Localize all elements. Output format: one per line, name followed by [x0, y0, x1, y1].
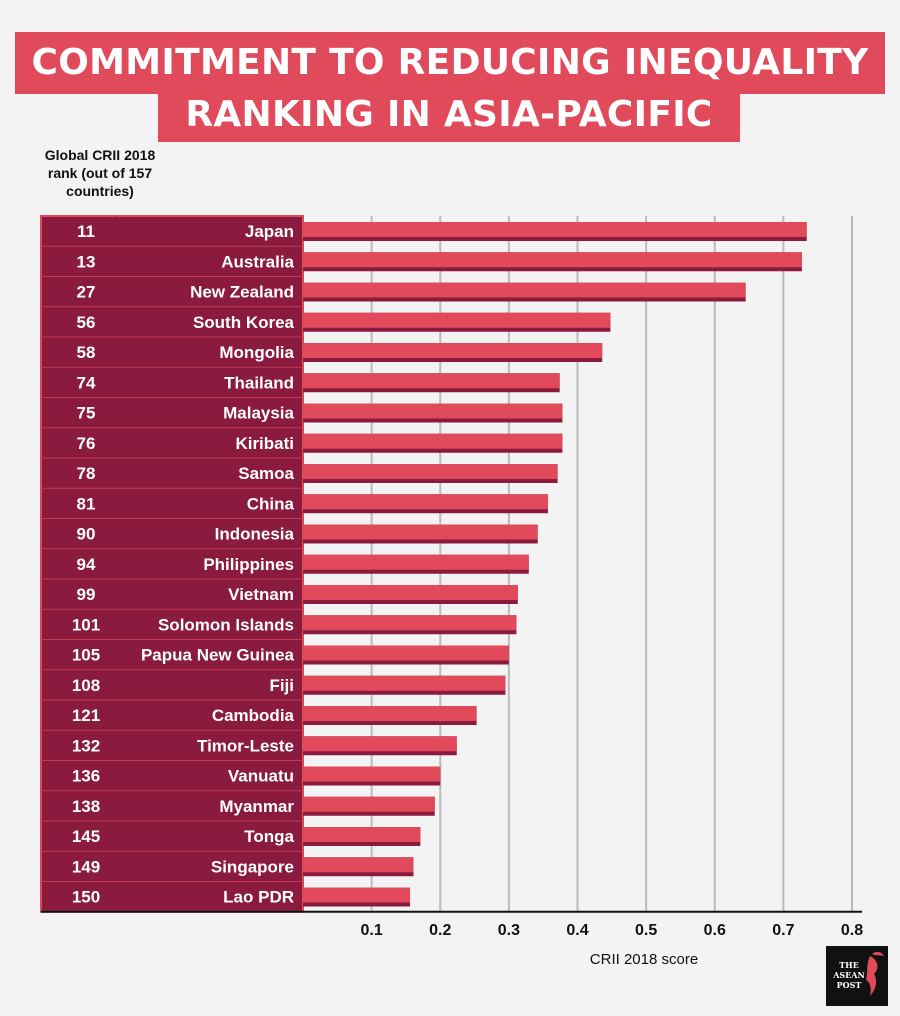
country-label: Mongolia: [219, 343, 294, 362]
rank-label: 11: [77, 222, 95, 241]
rank-label: 76: [77, 434, 96, 453]
rank-label: 108: [72, 676, 100, 695]
bar: [303, 222, 807, 237]
country-label: Thailand: [224, 373, 294, 392]
country-label: Philippines: [203, 555, 294, 574]
country-label: Myanmar: [219, 797, 294, 816]
x-tick-label: 0.8: [841, 922, 863, 939]
country-label: Lao PDR: [223, 888, 294, 907]
x-tick-label: 0.1: [361, 922, 383, 939]
bar: [303, 585, 518, 600]
rank-label: 99: [77, 585, 96, 604]
x-axis-label: CRII 2018 score: [590, 951, 698, 968]
bar: [303, 373, 560, 389]
bar: [303, 403, 563, 419]
bar: [303, 796, 435, 812]
country-label: Cambodia: [212, 706, 295, 725]
country-label: Solomon Islands: [158, 615, 294, 634]
country-label: Kiribati: [235, 434, 294, 453]
country-label: Malaysia: [223, 404, 294, 423]
x-tick-label: 0.5: [635, 922, 657, 939]
country-label: Papua New Guinea: [141, 646, 295, 665]
bar: [303, 433, 563, 449]
country-label: New Zealand: [190, 283, 294, 302]
rank-label: 132: [72, 736, 100, 755]
rank-label: 13: [77, 252, 96, 271]
rank-label: 150: [72, 888, 100, 907]
bar: [303, 645, 509, 661]
bar: [303, 312, 611, 328]
rank-label: 90: [77, 525, 96, 544]
rank-label: 75: [77, 404, 96, 423]
rank-label: 78: [77, 464, 96, 483]
chart-title-line-1: COMMITMENT TO REDUCING INEQUALITY: [15, 32, 885, 94]
rank-label: 105: [72, 646, 100, 665]
rank-label: 74: [77, 373, 96, 392]
x-tick-label: 0.4: [566, 922, 588, 939]
bar: [303, 766, 441, 782]
bar: [303, 736, 457, 752]
bar: [303, 282, 746, 298]
rank-label: 81: [77, 494, 96, 513]
country-label: Fiji: [269, 676, 294, 695]
bar: [303, 494, 548, 510]
chart-title-line-2: RANKING IN ASIA-PACIFIC: [158, 90, 740, 142]
country-label: Samoa: [238, 464, 294, 483]
bar: [303, 252, 802, 268]
country-label: Tonga: [244, 827, 294, 846]
logo-text: THE ASEAN POST: [833, 960, 865, 990]
bird-icon: [866, 951, 884, 996]
country-label: China: [247, 494, 295, 513]
rank-label: 145: [72, 827, 100, 846]
bar: [303, 857, 414, 873]
rank-label: 94: [77, 555, 96, 574]
rank-label: 101: [72, 615, 100, 634]
rank-label: 27: [77, 283, 96, 302]
country-label: Vanuatu: [228, 767, 294, 786]
bar: [303, 827, 421, 842]
rank-label: 136: [72, 767, 100, 786]
x-tick-label: 0.7: [772, 922, 794, 939]
x-tick-label: 0.6: [704, 922, 726, 939]
country-label: Japan: [245, 222, 294, 241]
bar: [303, 615, 517, 631]
country-label: Indonesia: [215, 525, 295, 544]
rank-label: 121: [72, 706, 100, 725]
bar: [303, 464, 558, 479]
bar: [303, 524, 538, 540]
rank-label: 149: [72, 857, 100, 876]
country-label: South Korea: [193, 313, 295, 332]
rank-label: 138: [72, 797, 100, 816]
asean-post-logo: THE ASEAN POST: [826, 946, 888, 1006]
country-label: Singapore: [211, 857, 294, 876]
bar: [303, 675, 506, 691]
bar: [303, 554, 529, 570]
rank-label: 58: [77, 343, 96, 362]
x-tick-label: 0.3: [498, 922, 520, 939]
rank-table: [40, 215, 304, 913]
bar: [303, 706, 477, 721]
bar: [303, 343, 603, 358]
bar: [303, 887, 411, 903]
country-label: Australia: [221, 252, 294, 271]
x-tick-label: 0.2: [429, 922, 451, 939]
country-label: Vietnam: [228, 585, 294, 604]
rank-column-header: Global CRII 2018 rank (out of 157 countr…: [44, 147, 156, 199]
country-label: Timor-Leste: [197, 736, 294, 755]
rank-label: 56: [77, 313, 96, 332]
